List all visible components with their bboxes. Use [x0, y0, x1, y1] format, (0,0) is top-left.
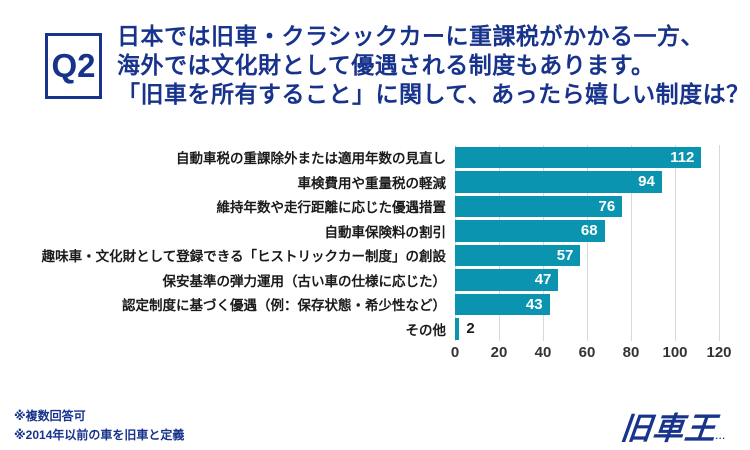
horizontal-bar-chart: 自動車税の重課除外または適用年数の見直し 112 車検費用や重量税の軽減 94 維持年数… [0, 145, 750, 365]
plot-cell: 57 [455, 243, 721, 268]
plot-cell: 68 [455, 219, 721, 244]
gridline-40 [543, 145, 544, 341]
bar-value-label: 2 [466, 320, 475, 338]
gridline-120 [719, 145, 720, 341]
bar: 112 [455, 146, 702, 168]
gridline-20 [499, 145, 500, 341]
question-header: Q2 日本では旧車・クラシックカーに重課税がかかる一方、 海外では文化財として優… [45, 22, 750, 109]
bar-row: 車検費用や重量税の軽減 94 [0, 170, 750, 195]
gridline-0 [455, 145, 456, 341]
bar-row: 保安基準の弾力運用（古い車の仕様に応じた） 47 [0, 268, 750, 293]
gridline-100 [675, 145, 676, 341]
plot-cell: 112 [455, 145, 721, 170]
bar: 68 [455, 220, 605, 242]
footnote-definition: ※2014年以前の車を旧車と定義 [14, 428, 185, 442]
category-label: 認定制度に基づく優遇（例：保存状態・希少性など） [122, 298, 446, 314]
bar: 94 [455, 171, 662, 193]
category-label: 自動車保険料の割引 [324, 224, 447, 240]
category-label: 趣味車・文化財として登録できる「ヒストリックカー制度」の創設 [41, 249, 446, 265]
bar-row: 自動車税の重課除外または適用年数の見直し 112 [0, 145, 750, 170]
bar-value-label: 43 [525, 295, 543, 313]
logo-text: 旧車王 [619, 411, 720, 446]
bar: 43 [455, 293, 550, 315]
category-label: 維持年数や走行距離に応じた優遇措置 [216, 200, 447, 216]
plot-cell: 47 [455, 268, 721, 293]
plot-cell: 43 [455, 292, 721, 317]
x-axis: 0 20 40 60 80 100 120 [451, 344, 732, 364]
x-tick-label-100: 100 [662, 344, 688, 361]
bar-value-label: 68 [580, 222, 598, 240]
kyushaou-logo: 旧車王... [619, 403, 730, 448]
question-number-box: Q2 [45, 32, 102, 99]
question-number-label: Q2 [51, 46, 96, 84]
chart-gridlines [455, 145, 721, 341]
category-label: 保安基準の弾力運用（古い車の仕様に応じた） [162, 273, 447, 289]
category-label: 車検費用や重量税の軽減 [297, 175, 447, 191]
logo-dots: ... [715, 431, 728, 441]
bar: 47 [455, 269, 559, 291]
footnote-multiple-answers: ※複数回答可 [14, 409, 86, 423]
bar: 76 [455, 195, 623, 217]
gridline-60 [587, 145, 588, 341]
footnotes: ※複数回答可 ※2014年以前の車を旧車と定義 [14, 407, 184, 445]
plot-cell: 76 [455, 194, 721, 219]
bar-value-label: 94 [638, 173, 655, 191]
x-tick-label-0: 0 [450, 344, 460, 361]
plot-cell: 2 [455, 317, 721, 342]
bar-row: 維持年数や走行距離に応じた優遇措置 76 [0, 194, 750, 219]
category-label: その他 [405, 322, 447, 338]
bar-value-label: 76 [598, 197, 616, 215]
bar-value-label: 57 [556, 246, 574, 264]
x-tick-label-40: 40 [534, 344, 552, 361]
x-tick-label-20: 20 [490, 344, 508, 361]
category-label: 自動車税の重課除外または適用年数の見直し [176, 151, 446, 167]
gridline-80 [631, 145, 632, 341]
chart-rows: 自動車税の重課除外または適用年数の見直し 112 車検費用や重量税の軽減 94 維持年数… [0, 145, 750, 341]
bar: 57 [455, 244, 581, 266]
question-title-line-2: 海外では文化財として優遇される制度もあります。 [117, 52, 655, 78]
bar [455, 318, 460, 340]
bar-value-label: 112 [670, 148, 695, 166]
x-tick-label-120: 120 [706, 344, 732, 361]
plot-cell: 94 [455, 170, 721, 195]
question-title-line-3: 「旧車を所有すること」に関して、あったら嬉しい制度は？ [117, 81, 750, 107]
bar-row: 認定制度に基づく優遇（例：保存状態・希少性など） 43 [0, 292, 750, 317]
question-title-line-1: 日本では旧車・クラシックカーに重課税がかかる一方、 [117, 23, 705, 49]
x-tick-label-80: 80 [622, 344, 640, 361]
question-title: 日本では旧車・クラシックカーに重課税がかかる一方、 海外では文化財として優遇され… [117, 22, 750, 109]
bar-value-label: 47 [534, 271, 552, 289]
bar-row: 趣味車・文化財として登録できる「ヒストリックカー制度」の創設 57 [0, 243, 750, 268]
x-tick-label-60: 60 [578, 344, 596, 361]
bar-row: 自動車保険料の割引 68 [0, 219, 750, 244]
bar-row: その他 2 [0, 317, 750, 342]
